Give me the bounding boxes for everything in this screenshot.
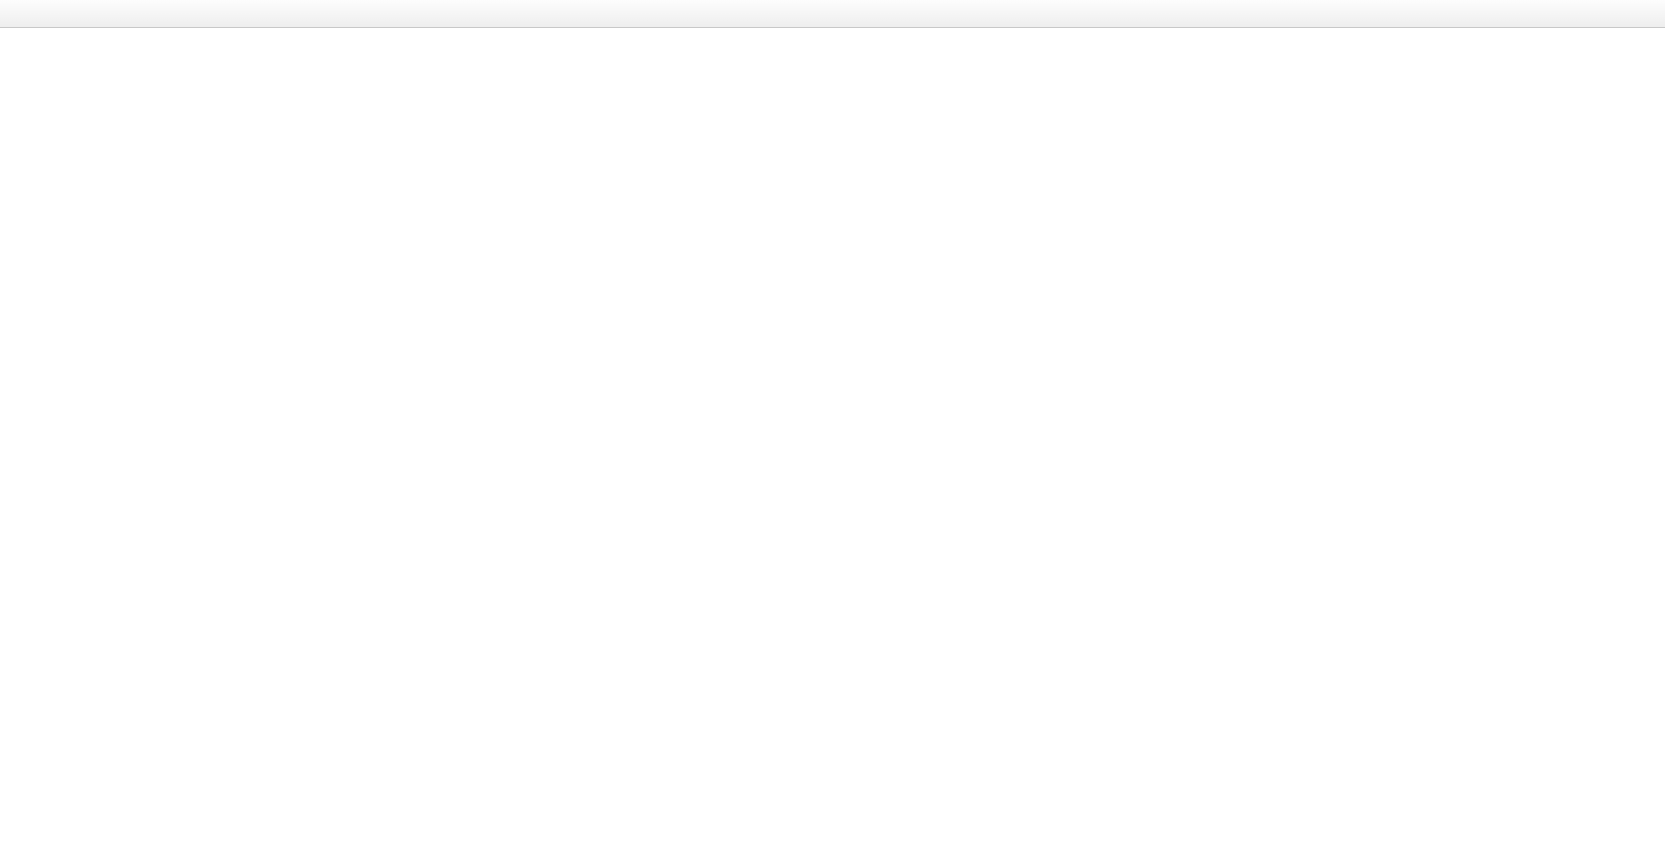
macd-indicator-label (13, 648, 19, 660)
chart-window[interactable] (0, 28, 1665, 846)
rsi-indicator-label (13, 735, 16, 747)
chart-title (7, 31, 17, 43)
main-toolbar (0, 0, 1665, 28)
price-chart[interactable] (0, 28, 1665, 846)
